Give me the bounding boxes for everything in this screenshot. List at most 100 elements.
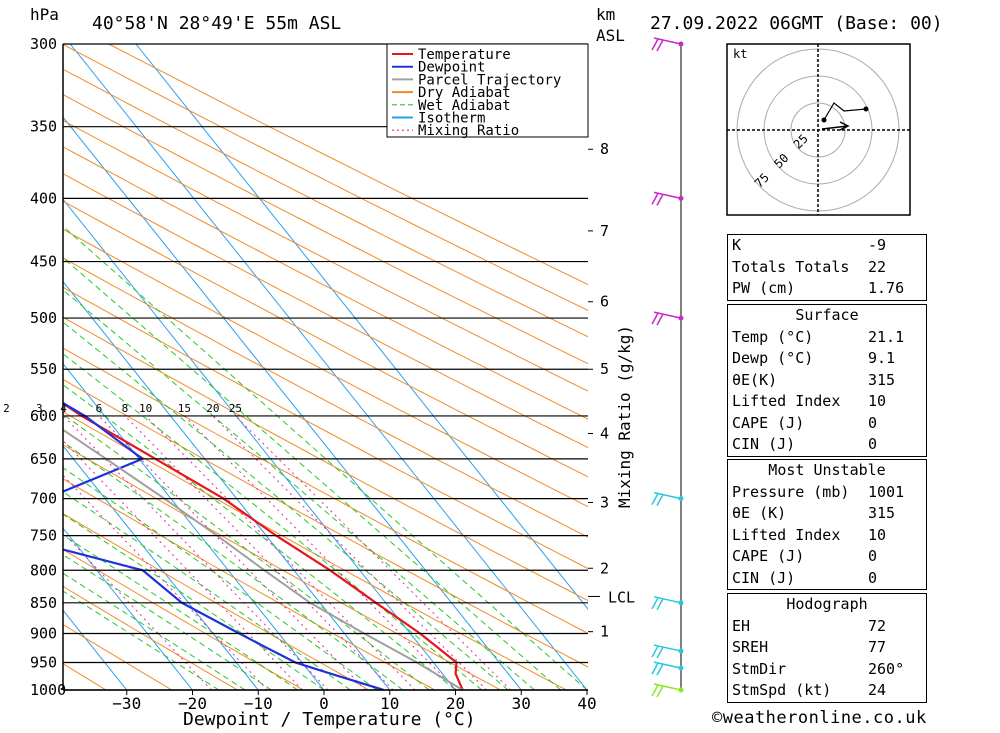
mixing-ratio-line	[184, 415, 457, 690]
wet-adiabat-line	[63, 225, 588, 690]
hodograph-stats-row: StmSpd (kt) 24	[732, 681, 887, 699]
isotherm-line	[69, 44, 588, 690]
wet-adiabat-line	[63, 554, 272, 690]
hodograph-stats-row: EH 72	[732, 616, 887, 635]
wind-barb	[651, 191, 682, 206]
wind-barb	[651, 683, 682, 698]
pressure-tick-label: 800	[30, 561, 57, 579]
surface-row: Dewp (°C) 9.1	[732, 349, 896, 367]
wind-barb	[651, 311, 682, 326]
mixing-ratio-axis-title: Mixing Ratio (g/kg)	[615, 325, 634, 508]
pressure-tick-label: 450	[30, 253, 57, 271]
hodograph-stats-title: Hodograph	[786, 595, 868, 613]
x-tick-label: −10	[244, 694, 273, 713]
height-unit-label-asl: ASL	[596, 26, 625, 45]
wind-barb	[651, 644, 682, 659]
dry-adiabat-line	[63, 44, 588, 311]
isotherm-line	[63, 445, 259, 690]
wind-barb	[651, 491, 682, 506]
mixing-ratio-line	[124, 415, 394, 690]
wet-adiabat-line	[63, 413, 430, 690]
hodograph-unit: kt	[733, 47, 747, 61]
mixing-ratio-label: 6	[96, 402, 103, 415]
lcl-label: LCL	[608, 588, 635, 606]
wet-adiabat-line	[63, 353, 483, 690]
surface-row: CAPE (J) 0	[732, 413, 878, 432]
mixing-ratio-label: 3	[36, 402, 43, 415]
hodograph-trace	[823, 102, 867, 121]
dry-adiabat-line	[63, 146, 588, 420]
pressure-tick-label: 700	[30, 490, 57, 508]
pressure-unit-label: hPa	[30, 5, 59, 24]
surface-row: Temp (°C) 21.1	[732, 327, 905, 346]
wet-adiabat-line	[63, 321, 509, 690]
pressure-tick-label: 550	[30, 360, 57, 378]
mixing-ratio-label: 10	[139, 402, 152, 415]
km-tick-label: 2	[600, 559, 609, 577]
pressure-tick-label: 750	[30, 527, 57, 545]
mixing-ratio-label: 2	[3, 402, 10, 415]
most-unstable-row: Lifted Index 10	[732, 525, 887, 544]
most-unstable-row: θE (K) 315	[732, 504, 896, 522]
pressure-tick-label: 400	[30, 189, 57, 207]
pressure-tick-label: 850	[30, 594, 57, 612]
mixing-ratio-label: 20	[206, 402, 219, 415]
legend-label: Isotherm	[418, 111, 485, 127]
wind-barb	[651, 596, 682, 611]
isotherm-line	[63, 527, 193, 690]
km-tick-label: 5	[600, 360, 609, 378]
surface-panel: Surface Temp (°C) 21.1 Dewp (°C) 9.1 θE(K)…	[727, 304, 927, 457]
wet-adiabat-line	[63, 467, 377, 690]
surface-row: Lifted Index 10	[732, 392, 887, 410]
dry-adiabat-line	[63, 94, 588, 365]
dry-adiabat-line	[63, 548, 304, 690]
wet-adiabat-line	[63, 257, 562, 690]
dry-adiabat-line	[63, 173, 588, 449]
mixing-ratio-label: 15	[178, 402, 191, 415]
wind-barb	[651, 37, 682, 52]
wet-adiabat-line	[63, 491, 351, 690]
x-tick-label: −30	[112, 694, 141, 713]
dry-adiabat-line	[63, 444, 501, 690]
pressure-tick-label: 900	[30, 624, 57, 642]
km-tick-label: 6	[600, 293, 609, 311]
index-row-pw: PW (cm) 1.76	[732, 279, 905, 297]
mixing-ratio-line	[212, 415, 487, 690]
dry-adiabat-line	[108, 44, 588, 286]
surface-row: CIN (J) 0	[732, 435, 878, 453]
hodograph-stats-row: SREH 77	[732, 638, 887, 656]
x-axis-title: Dewpoint / Temperature (°C)	[183, 709, 476, 730]
legend-label: Wet Adiabat	[418, 98, 511, 114]
dry-adiabat-line	[63, 513, 370, 690]
copyright-link[interactable]: ©weatheronline.co.uk	[712, 708, 927, 728]
isotherm-line	[63, 362, 325, 690]
isotherm-line	[63, 280, 391, 690]
wet-adiabat-line	[63, 590, 220, 690]
dry-adiabat-line	[63, 286, 588, 570]
index-row-k: K -9	[732, 236, 887, 254]
dry-adiabat-line	[63, 119, 588, 392]
km-tick-label: 3	[600, 493, 609, 511]
legend-label: Mixing Ratio	[418, 123, 519, 139]
wind-barb	[651, 661, 682, 676]
x-tick-label: 40	[577, 694, 596, 713]
location-title: 40°58'N 28°49'E 55m ASL	[92, 13, 341, 34]
pressure-tick-label: 300	[30, 35, 57, 53]
x-tick-label: 10	[380, 694, 399, 713]
mixing-ratio-line	[145, 415, 416, 690]
most-unstable-row: Pressure (mb) 1001	[732, 482, 905, 501]
mixing-ratio-line	[235, 415, 511, 690]
isotherm-line	[135, 44, 588, 610]
hodograph-stats-panel: Hodograph EH 72 SREH 77 StmDir 260° StmSpd …	[727, 593, 927, 703]
legend-label: Dewpoint	[418, 60, 485, 76]
mixing-ratio-label: 8	[122, 402, 129, 415]
pressure-tick-label: 650	[30, 450, 57, 468]
dry-adiabat-line	[63, 68, 588, 338]
legend-label: Temperature	[418, 47, 511, 63]
x-tick-label: 0	[319, 694, 329, 713]
km-tick-label: 1	[600, 623, 609, 641]
hodograph-point	[863, 106, 869, 112]
